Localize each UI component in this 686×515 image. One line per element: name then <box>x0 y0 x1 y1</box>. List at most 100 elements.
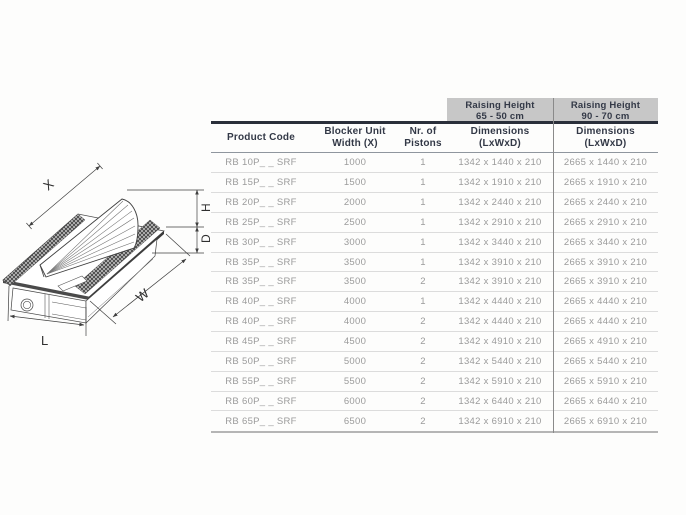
dimension-arrow-h <box>127 189 204 228</box>
raising-height-65-line2: 65 - 50 cm <box>476 110 524 122</box>
column-header-product-code: Product Code <box>211 132 311 144</box>
table-row: RB 15P_ _ SRF 1500 1 1342 x 1910 x 210 2665 … <box>211 173 658 194</box>
header-line: Nr. of <box>409 125 437 137</box>
dimensions-65-cell: 1342 x 3910 x 210 <box>458 256 542 268</box>
product-code-cell: RB 35P_ _ SRF <box>225 276 297 288</box>
column-header-dimensions-65: Dimensions (LxWxD) <box>447 126 553 150</box>
raising-height-90-line2: 90 - 70 cm <box>581 110 630 122</box>
dimension-label-x: X <box>40 176 57 193</box>
raising-height-header-band: Raising Height 65 - 50 cm Raising Height… <box>211 98 658 122</box>
header-line: Dimensions <box>576 125 635 137</box>
pistons-cell: 2 <box>420 335 426 347</box>
dimensions-65-cell: 1342 x 2440 x 210 <box>458 196 542 208</box>
column-header-dimensions-90: Dimensions (LxWxD) <box>553 126 658 150</box>
blocker-width-cell: 4000 <box>343 316 367 328</box>
dimensions-65-cell: 1342 x 4440 x 210 <box>458 316 542 328</box>
dimensions-90-cell: 2665 x 6910 x 210 <box>563 415 648 427</box>
table-row: RB 45P_ _ SRF 4500 2 1342 x 4910 x 210 2665 … <box>211 332 658 352</box>
pistons-cell: 2 <box>420 415 426 427</box>
hatched-edge-band-front <box>74 219 161 295</box>
product-code-cell: RB 40P_ _ SRF <box>225 316 297 328</box>
raising-height-65-line1: Raising Height <box>465 99 535 111</box>
conduit-hole-icon <box>20 298 34 312</box>
blocker-width-cell: 6000 <box>343 395 367 407</box>
dimensions-90-cell: 2665 x 2910 x 210 <box>563 216 648 228</box>
product-code-cell: RB 15P_ _ SRF <box>225 177 297 189</box>
blocker-width-cell: 1500 <box>343 177 367 189</box>
dimensions-65-cell: 1342 x 5910 x 210 <box>458 375 542 387</box>
pistons-cell: 1 <box>420 236 426 248</box>
pistons-cell: 1 <box>420 256 426 268</box>
column-header-nr-of-pistons: Nr. of Pistons <box>399 126 447 150</box>
header-line: (LxWxD) <box>479 137 521 149</box>
dimensions-65-cell: 1342 x 4440 x 210 <box>458 296 542 308</box>
pistons-cell: 1 <box>420 157 426 169</box>
dimensions-column-divider <box>553 98 554 433</box>
access-cover <box>57 275 88 292</box>
table-row: RB 30P_ _ SRF 3000 1 1342 x 3440 x 210 2665 … <box>211 233 658 253</box>
dimensions-65-cell: 1342 x 3910 x 210 <box>458 276 542 288</box>
pistons-cell: 2 <box>420 276 426 288</box>
heavy-rule-top <box>211 121 658 124</box>
column-header-row: Product Code Blocker Unit Width (X) Nr. … <box>211 124 658 152</box>
table-row: RB 40P_ _ SRF 4000 2 1342 x 4440 x 210 2665 … <box>211 312 658 333</box>
header-line: Blocker Unit <box>324 125 386 137</box>
blocker-width-cell: 3500 <box>343 276 367 288</box>
header-line: Dimensions <box>470 125 530 137</box>
header-spacer <box>211 98 447 121</box>
product-code-cell: RB 60P_ _ SRF <box>225 395 297 407</box>
dimensions-90-cell: 2665 x 3440 x 210 <box>563 236 648 248</box>
road-blocker-isometric-drawing: X H D W L <box>2 162 213 348</box>
product-code-cell: RB 50P_ _ SRF <box>225 355 297 367</box>
product-code-cell: RB 55P_ _ SRF <box>225 375 297 387</box>
dimensions-90-cell: 2665 x 3910 x 210 <box>563 256 648 268</box>
dimensions-65-cell: 1342 x 2910 x 210 <box>458 216 542 228</box>
table-body: RB 10P_ _ SRF 1000 1 1342 x 1440 x 210 2665 … <box>211 153 658 434</box>
header-bottom-rule <box>211 151 658 154</box>
raising-height-90-line1: Raising Height <box>570 99 641 111</box>
pistons-cell: 2 <box>420 355 426 367</box>
column-header-blocker-unit-width: Blocker Unit Width (X) <box>311 126 399 150</box>
blocker-width-cell: 4500 <box>343 335 367 347</box>
dimensions-65-cell: 1342 x 5440 x 210 <box>458 355 542 367</box>
conduit-hole-icon <box>22 301 31 310</box>
product-code-cell: RB 30P_ _ SRF <box>225 236 297 248</box>
dimensions-90-cell: 2665 x 4910 x 210 <box>563 335 648 347</box>
pistons-cell: 2 <box>420 316 426 328</box>
table-row: RB 60P_ _ SRF 6000 2 1342 x 6440 x 210 2665 … <box>211 392 658 412</box>
wedge-rib-lines <box>46 200 136 275</box>
blocker-width-cell: 3000 <box>343 236 367 248</box>
pit-frame-rail <box>51 301 87 309</box>
dimensions-90-cell: 2665 x 1910 x 210 <box>563 177 648 189</box>
plate-edge <box>3 280 89 300</box>
table-row: RB 35P_ _ SRF 3500 2 1342 x 3910 x 210 2665 … <box>211 272 658 293</box>
blocker-width-cell: 4000 <box>343 296 367 308</box>
dimension-arrow-l <box>7 285 87 336</box>
product-code-cell: RB 40P_ _ SRF <box>225 296 297 308</box>
pistons-cell: 1 <box>420 177 426 189</box>
dimension-label-h: H <box>199 203 213 212</box>
product-code-cell: RB 20P_ _ SRF <box>225 196 297 208</box>
pistons-cell: 1 <box>420 216 426 228</box>
header-line: (LxWxD) <box>584 137 627 149</box>
product-code-cell: RB 65P_ _ SRF <box>225 415 297 427</box>
spec-table: Raising Height 65 - 50 cm Raising Height… <box>211 98 658 434</box>
product-code-cell: RB 35P_ _ SRF <box>225 256 297 268</box>
blocker-width-cell: 5500 <box>343 375 367 387</box>
dimensions-90-cell: 2665 x 2440 x 210 <box>563 196 648 208</box>
blocker-width-cell: 6500 <box>343 415 367 427</box>
table-row: RB 35P_ _ SRF 3500 1 1342 x 3910 x 210 2665 … <box>211 253 658 273</box>
dimensions-90-cell: 2665 x 5910 x 210 <box>563 375 648 387</box>
dimension-label-l: L <box>41 333 48 348</box>
table-row: RB 40P_ _ SRF 4000 1 1342 x 4440 x 210 2665 … <box>211 292 658 313</box>
dimension-arrow-x <box>26 162 103 230</box>
blocker-width-cell: 2000 <box>343 196 367 208</box>
dimensions-65-cell: 1342 x 1910 x 210 <box>458 177 542 189</box>
dimension-arrow-w <box>89 233 191 325</box>
wedge-left-edge <box>39 264 45 278</box>
dimensions-90-cell: 2665 x 4440 x 210 <box>563 316 648 328</box>
table-row: RB 55P_ _ SRF 5500 2 1342 x 5910 x 210 2665 … <box>211 372 658 392</box>
dimensions-90-cell: 2665 x 6440 x 210 <box>563 395 648 407</box>
product-code-cell: RB 45P_ _ SRF <box>225 335 297 347</box>
blocker-width-cell: 3500 <box>343 256 367 268</box>
